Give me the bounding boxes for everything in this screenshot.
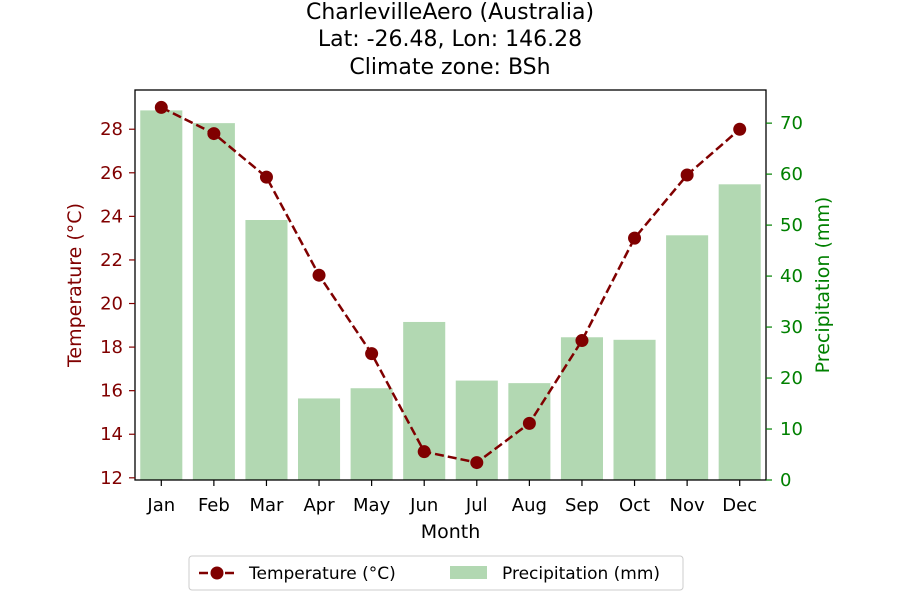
precip-bar-aug [508, 383, 551, 480]
precip-bar-dec [718, 184, 761, 480]
temp-point-oct [628, 231, 642, 245]
left-tick-label: 14 [100, 424, 123, 445]
chart-title-line-2: Lat: -26.48, Lon: 146.28 [317, 27, 583, 52]
legend-temperature-label: Temperature (°C) [248, 564, 396, 584]
temp-point-aug [522, 416, 536, 430]
temp-point-may [365, 347, 379, 361]
precip-bar-apr [298, 398, 341, 480]
x-tick-label: Jan [146, 495, 175, 516]
temp-point-sep [575, 334, 589, 348]
legend-box [188, 555, 684, 591]
x-tick-label: Mar [249, 495, 284, 516]
right-tick-label: 40 [780, 266, 803, 287]
left-tick-label: 26 [100, 163, 123, 184]
temp-point-apr [312, 268, 326, 282]
temperature-line [154, 100, 747, 470]
axes: 12 14 16 18 20 22 24 26 28 0 10 20 30 40 50 60 70 Jan Feb M… [64, 89, 834, 543]
right-tick-label: 0 [780, 470, 791, 491]
chart-title-line-1: CharlevilleAero (Australia) [305, 0, 595, 25]
right-tick-label: 70 [780, 113, 803, 134]
left-tick-label: 28 [100, 119, 123, 140]
precip-bar-jan [140, 110, 183, 481]
precip-bar-mar [245, 220, 288, 480]
legend-precipitation-label: Precipitation (mm) [502, 564, 660, 584]
left-tick-label: 12 [100, 468, 123, 489]
right-tick-label: 10 [780, 419, 803, 440]
temp-point-jan [154, 100, 168, 114]
precip-bar-oct [613, 339, 656, 480]
temp-point-jun [417, 445, 431, 459]
legend-precipitation-swatch [450, 566, 487, 579]
legend: Temperature (°C) Precipitation (mm) [188, 555, 684, 591]
temp-point-feb [207, 127, 221, 141]
precip-bar-nov [666, 235, 709, 480]
x-tick-label: Nov [670, 495, 705, 516]
right-tick-label: 50 [780, 215, 803, 236]
right-tick-label: 60 [780, 164, 803, 185]
left-axis-label: Temperature (°C) [64, 203, 86, 368]
temp-point-nov [680, 168, 694, 182]
precip-bar-sep [560, 337, 603, 480]
x-tick-label: Apr [303, 495, 335, 516]
right-axis-label: Precipitation (mm) [812, 197, 834, 374]
precipitation-bars [140, 110, 761, 481]
x-tick-label: Dec [722, 495, 757, 516]
x-tick-label: Sep [565, 495, 599, 516]
left-tick-label: 18 [100, 337, 123, 358]
left-tick-label: 16 [100, 381, 123, 402]
right-tick-label: 30 [780, 317, 803, 338]
x-axis-label: Month [421, 521, 481, 543]
temp-point-dec [733, 122, 747, 136]
precip-bar-feb [192, 123, 235, 480]
left-tick-label: 20 [100, 294, 123, 315]
chart-title-line-3: Climate zone: BSh [349, 55, 551, 80]
plot-frame [134, 89, 767, 481]
right-tick-label: 20 [780, 368, 803, 389]
precip-bar-may [350, 388, 393, 480]
left-tick-label: 24 [100, 206, 123, 227]
left-tick-label: 22 [100, 250, 123, 271]
x-tick-label: Feb [198, 495, 230, 516]
temp-point-mar [259, 170, 273, 184]
x-tick-label: Jul [465, 495, 488, 516]
x-tick-label: May [353, 495, 391, 516]
x-tick-label: Oct [619, 495, 650, 516]
x-tick-label: Aug [512, 495, 547, 516]
temp-point-jul [470, 456, 484, 470]
temperature-series-line [160, 106, 741, 464]
x-tick-label: Jun [409, 495, 438, 516]
legend-temperature-marker [210, 566, 224, 580]
